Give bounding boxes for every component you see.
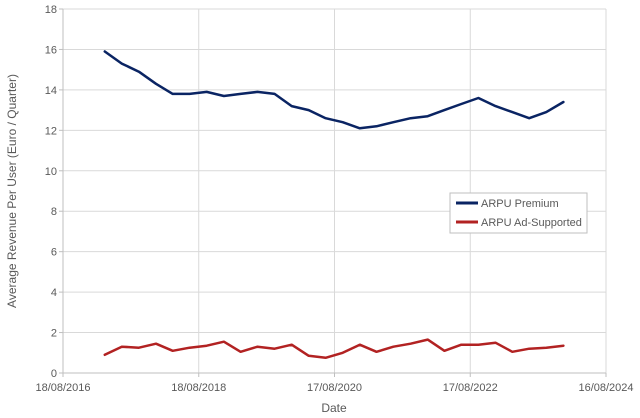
- x-axis-ticks: 18/08/2016 18/08/2018 17/08/2020 17/08/2022…: [35, 373, 634, 394]
- x-axis-title: Date: [321, 401, 347, 415]
- x-tick-label: 17/08/2022: [443, 382, 498, 394]
- y-tick-label: 16: [45, 44, 57, 56]
- y-axis-ticks: 0 2 4 6 8 10 12 14 16 18: [45, 4, 63, 380]
- series-line-ad-supported: [103, 338, 565, 360]
- grid: [63, 8, 607, 373]
- y-tick-label: 12: [45, 125, 57, 137]
- legend-label-premium: ARPU Premium: [481, 198, 559, 210]
- legend-label-ad-supported: ARPU Ad-Supported: [481, 217, 582, 229]
- y-tick-label: 18: [45, 4, 57, 16]
- y-tick-label: 4: [51, 287, 57, 299]
- x-tick-label: 17/08/2020: [307, 382, 362, 394]
- y-tick-label: 2: [51, 328, 57, 340]
- x-tick-label: 18/08/2018: [171, 382, 226, 394]
- y-tick-label: 6: [51, 247, 57, 259]
- legend-box: [449, 192, 588, 234]
- x-tick-label: 16/08/2024: [578, 382, 633, 394]
- y-tick-label: 8: [51, 206, 57, 218]
- y-tick-label: 0: [51, 368, 57, 380]
- y-axis-title: Average Revenue Per User (Euro / Quarter…: [5, 74, 19, 308]
- series-lines: [103, 50, 565, 360]
- legend: ARPU Premium ARPU Ad-Supported: [449, 192, 588, 234]
- y-tick-label: 10: [45, 166, 57, 178]
- series-line-premium: [103, 50, 565, 130]
- x-tick-label: 18/08/2016: [35, 382, 90, 394]
- y-tick-label: 14: [45, 85, 57, 97]
